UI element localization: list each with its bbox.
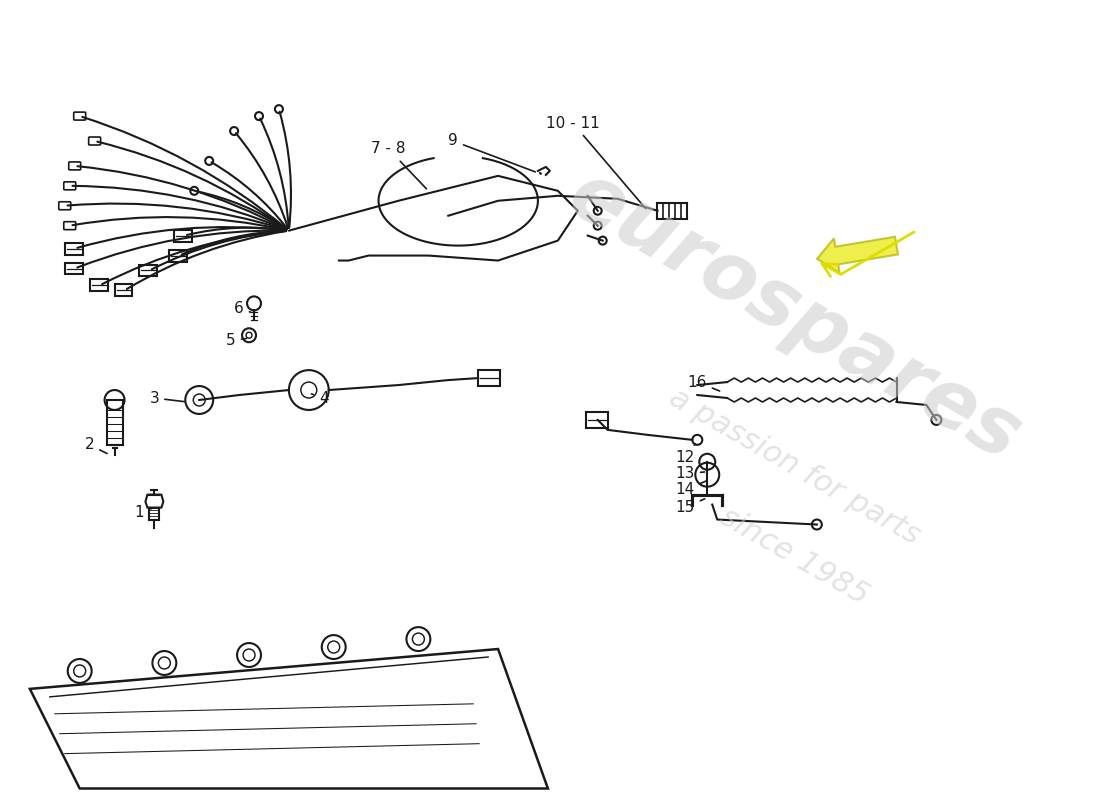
Text: 9: 9 bbox=[449, 134, 536, 172]
Text: 14: 14 bbox=[675, 481, 706, 497]
Text: 4: 4 bbox=[311, 390, 329, 406]
Bar bbox=[169, 250, 187, 262]
Bar bbox=[114, 285, 132, 296]
Text: 2: 2 bbox=[85, 438, 107, 454]
Bar bbox=[65, 242, 82, 254]
Text: 13: 13 bbox=[675, 466, 704, 482]
Text: 15: 15 bbox=[675, 498, 705, 515]
Bar bbox=[90, 279, 108, 291]
Text: 7 - 8: 7 - 8 bbox=[372, 142, 427, 189]
Text: 5: 5 bbox=[227, 333, 246, 348]
FancyArrow shape bbox=[817, 237, 898, 273]
Text: 6: 6 bbox=[234, 301, 251, 316]
Bar bbox=[140, 265, 157, 277]
Bar bbox=[478, 370, 500, 386]
Text: 1: 1 bbox=[134, 505, 152, 520]
Bar bbox=[174, 230, 192, 242]
Text: 3: 3 bbox=[150, 390, 185, 406]
Text: 10 - 11: 10 - 11 bbox=[546, 115, 646, 209]
Bar bbox=[585, 412, 607, 428]
Text: 12: 12 bbox=[675, 444, 695, 466]
Bar bbox=[65, 262, 82, 274]
Text: 16: 16 bbox=[688, 374, 719, 391]
